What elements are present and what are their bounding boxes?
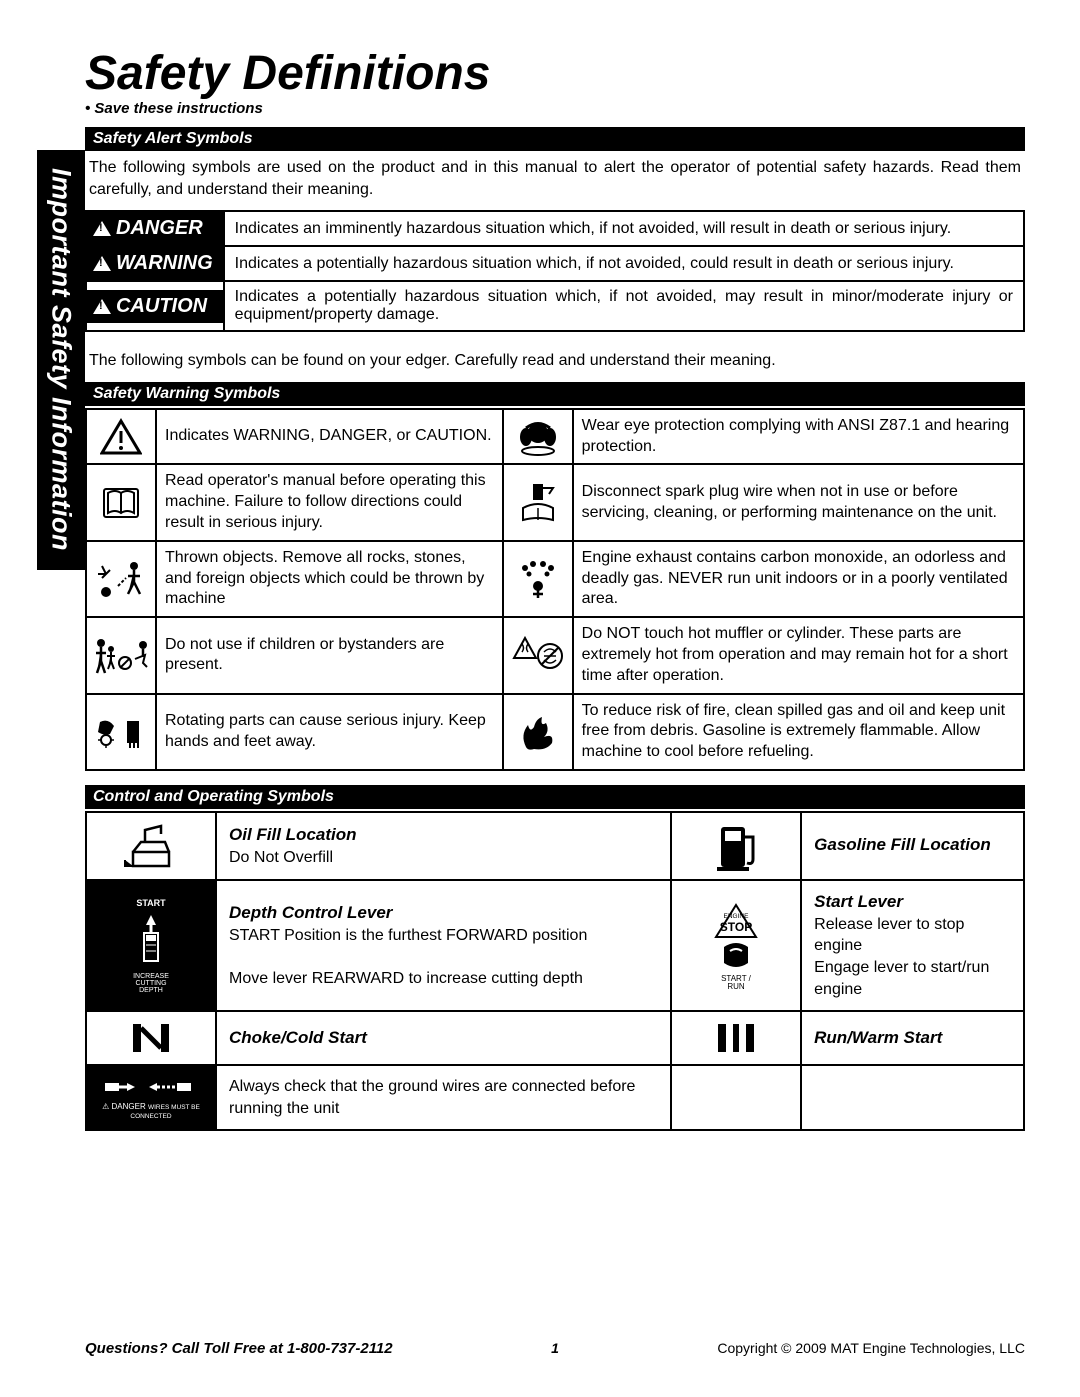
hot-surface-icon [512, 634, 564, 676]
warn-icon-cell [503, 694, 573, 770]
alert-row: CAUTION Indicates a potentially hazardou… [86, 281, 1024, 331]
spark-plug-icon [515, 480, 561, 526]
oil-fill-icon [121, 820, 181, 872]
warn-icon-cell [503, 409, 573, 465]
section-safety-alert: Safety Alert Symbols [85, 127, 1025, 151]
start-lever-icon: ENGINE STOP START / RUN [706, 901, 766, 991]
warn-text: Do not use if children or bystanders are… [156, 617, 503, 693]
alert-desc: Indicates a potentially hazardous situat… [224, 246, 1024, 281]
warn-text: Indicates WARNING, DANGER, or CAUTION. [156, 409, 503, 465]
exhaust-icon [513, 558, 563, 600]
ctrl-text: Choke/Cold Start [216, 1011, 671, 1065]
run-warm-icon [712, 1018, 760, 1058]
depth-lever-icon [124, 909, 178, 973]
alert-desc: Indicates a potentially hazardous situat… [224, 281, 1024, 331]
footer-page: 1 [551, 1340, 559, 1356]
eye-ear-icon [515, 417, 561, 457]
ctrl-icon-cell [86, 812, 216, 880]
ctrl-icon-cell [86, 1011, 216, 1065]
warn-text: Engine exhaust contains carbon monoxide,… [573, 541, 1024, 617]
warn-intro: The following symbols can be found on yo… [85, 332, 1025, 382]
ctrl-text: Start Lever Release lever to stop engine… [801, 880, 1024, 1011]
side-tab: Important Safety Information [37, 150, 85, 570]
footer-questions: Questions? Call Toll Free at 1-800-737-2… [85, 1340, 393, 1357]
warn-icon-cell [86, 541, 156, 617]
warn-icon-cell [503, 464, 573, 540]
footer-copyright: Copyright © 2009 MAT Engine Technologies… [717, 1340, 1025, 1356]
warn-text: Read operator's manual before operating … [156, 464, 503, 540]
ctrl-text: Gasoline Fill Location [801, 812, 1024, 880]
warn-text: Do NOT touch hot muffler or cylinder. Th… [573, 617, 1024, 693]
warn-text: To reduce risk of fire, clean spilled ga… [573, 694, 1024, 770]
svg-text:RUN: RUN [727, 982, 745, 991]
ctrl-text: Oil Fill Location Do Not Overfill [216, 812, 671, 880]
section-control: Control and Operating Symbols [85, 785, 1025, 809]
page-title: Safety Definitions [85, 50, 1025, 98]
alert-table: DANGER Indicates an imminently hazardous… [85, 210, 1025, 332]
manual-icon [98, 483, 144, 523]
ctrl-text: Run/Warm Start [801, 1011, 1024, 1065]
ctrl-text: Depth Control Lever START Position is th… [216, 880, 671, 1011]
alert-row: WARNING Indicates a potentially hazardou… [86, 246, 1024, 281]
warn-icon-cell [86, 464, 156, 540]
warn-text: Rotating parts can cause serious injury.… [156, 694, 503, 770]
warning-table: Indicates WARNING, DANGER, or CAUTION. W… [85, 408, 1025, 771]
alert-label-cell: CAUTION [86, 281, 224, 331]
page-footer: Questions? Call Toll Free at 1-800-737-2… [85, 1340, 1025, 1357]
bystanders-icon [93, 635, 149, 675]
alert-row: DANGER Indicates an imminently hazardous… [86, 211, 1024, 246]
warn-text: Wear eye protection complying with ANSI … [573, 409, 1024, 465]
svg-text:ENGINE: ENGINE [724, 913, 750, 920]
warn-icon-cell [86, 409, 156, 465]
rotating-parts-icon [94, 712, 148, 752]
warn-text: Disconnect spark plug wire when not in u… [573, 464, 1024, 540]
control-table: Oil Fill Location Do Not Overfill Gasoli… [85, 811, 1025, 1132]
gas-pump-icon [711, 819, 761, 873]
alert-triangle-icon [100, 418, 142, 456]
alert-triangle-icon [93, 221, 111, 236]
alert-intro: The following symbols are used on the pr… [85, 151, 1025, 210]
svg-text:STOP: STOP [720, 920, 752, 934]
choke-icon [127, 1018, 175, 1058]
alert-desc: Indicates an imminently hazardous situat… [224, 211, 1024, 246]
page-subtitle: • Save these instructions [85, 100, 1025, 117]
fire-icon [514, 711, 562, 753]
warn-icon-cell [86, 617, 156, 693]
ground-wire-icon [101, 1075, 201, 1101]
ctrl-icon-cell: ⚠ DANGER WIRES MUST BECONNECTED [86, 1065, 216, 1130]
warn-icon-cell [503, 617, 573, 693]
alert-triangle-icon [93, 256, 111, 271]
ctrl-icon-cell: START INCREASECUTTINGDEPTH [86, 880, 216, 1011]
ctrl-text: Always check that the ground wires are c… [216, 1065, 671, 1130]
ctrl-empty-cell [671, 1065, 801, 1130]
warn-text: Thrown objects. Remove all rocks, stones… [156, 541, 503, 617]
alert-triangle-icon [93, 299, 111, 314]
warn-icon-cell [86, 694, 156, 770]
alert-label-cell: WARNING [86, 246, 224, 281]
thrown-objects-icon [96, 558, 146, 600]
ctrl-icon-cell [671, 812, 801, 880]
warn-icon-cell [503, 541, 573, 617]
section-safety-warning: Safety Warning Symbols [85, 382, 1025, 406]
ctrl-icon-cell [671, 1011, 801, 1065]
alert-label-cell: DANGER [86, 211, 224, 246]
ctrl-empty-cell [801, 1065, 1024, 1130]
ctrl-icon-cell: ENGINE STOP START / RUN [671, 880, 801, 1011]
